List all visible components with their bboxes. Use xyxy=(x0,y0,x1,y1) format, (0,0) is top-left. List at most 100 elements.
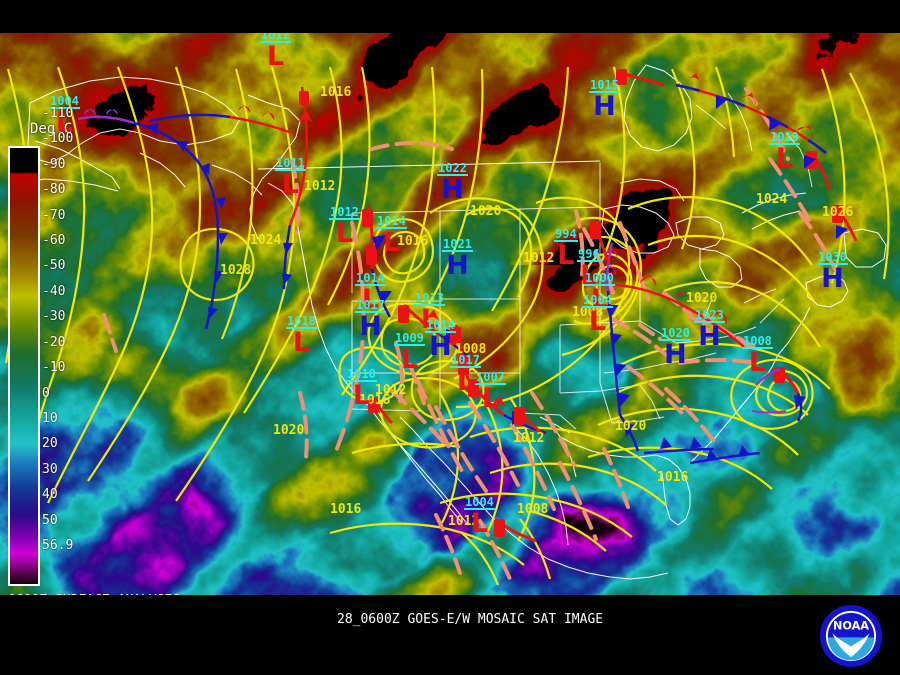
footer-satellite-source: 28_0600Z GOES-E/W MOSAIC SAT IMAGE xyxy=(337,612,604,627)
low-symbol: L xyxy=(748,347,767,378)
pressure-value: 1004 xyxy=(464,495,495,510)
low-symbol: L xyxy=(266,41,285,72)
low-symbol: L xyxy=(335,218,354,249)
high-pressure-center: 1021 H xyxy=(442,235,473,279)
high-symbol: H xyxy=(821,263,844,294)
noaa-logo: NOAA xyxy=(819,604,883,668)
high-symbol: H xyxy=(698,321,721,352)
low-pressure-center: 1007 L xyxy=(475,368,506,412)
pressure-value: 1020 xyxy=(660,326,691,341)
pressure-value: 1012 xyxy=(260,33,291,43)
low-symbol: L xyxy=(281,169,300,200)
low-symbol: L xyxy=(352,380,371,411)
high-symbol: H xyxy=(441,174,464,205)
pressure-value: 1004 xyxy=(582,293,613,308)
low-pressure-center: 1012 L xyxy=(329,203,360,247)
low-pressure-center: 1019 L xyxy=(769,128,800,172)
low-symbol: L xyxy=(292,327,311,358)
isobar-label: 1016 xyxy=(320,85,352,100)
low-pressure-center: 1013 L xyxy=(414,289,445,333)
isobar-label: 1016 xyxy=(330,502,362,517)
low-symbol: L xyxy=(400,344,419,375)
svg-text:NOAA: NOAA xyxy=(833,619,869,632)
isobar-label: 1026 xyxy=(822,205,854,220)
isobar-label: 1016 xyxy=(397,234,429,249)
isobar-label: 1008 xyxy=(572,305,604,320)
low-symbol: L xyxy=(588,306,607,337)
pressure-value: 994 xyxy=(554,227,578,242)
isobar-label: 1008 xyxy=(517,502,549,517)
product-footer xyxy=(0,595,900,675)
colorbar-tick: 10 xyxy=(42,410,58,426)
pressure-value: 1007 xyxy=(475,370,506,385)
low-symbol: L xyxy=(361,284,380,315)
isobar-label: 1028 xyxy=(220,263,252,278)
low-symbol: L xyxy=(420,304,439,335)
low-pressure-center: 1014 L xyxy=(376,212,407,256)
pressure-value: 1008 xyxy=(742,334,773,349)
high-pressure-center: 1022 H xyxy=(437,159,468,203)
low-pressure-center: 1010 L xyxy=(346,365,377,409)
low-pressure-center: 1004 L xyxy=(49,92,80,136)
colorbar-tick: -90 xyxy=(42,156,66,172)
high-pressure-center: 1015 H xyxy=(589,76,620,120)
pressure-value: 1030 xyxy=(817,250,848,265)
high-symbol: H xyxy=(446,250,469,281)
high-symbol: H xyxy=(429,331,452,362)
stationary-front-canada xyxy=(675,83,827,154)
low-symbol: L xyxy=(470,508,489,539)
isobar-label: 1020 xyxy=(470,204,502,219)
low-symbol: L xyxy=(456,366,475,397)
high-pressure-center: 1023 H xyxy=(694,306,725,350)
high-symbol: H xyxy=(359,311,382,342)
low-symbol: L xyxy=(55,107,74,138)
pressure-value: 1017 xyxy=(355,298,386,313)
isobar-label: 1020 xyxy=(615,419,647,434)
pressure-value: 1019 xyxy=(769,130,800,145)
low-symbol: L xyxy=(481,383,500,414)
colorbar-tick: 0 xyxy=(42,385,50,401)
high-symbol: H xyxy=(593,91,616,122)
high-symbol: H xyxy=(664,339,687,370)
high-pressure-center: 1014 H xyxy=(425,316,456,360)
isobar-label: 1008 xyxy=(455,342,487,357)
high-pressure-center: 1017 H xyxy=(355,296,386,340)
isobars xyxy=(4,66,890,586)
cold-front-alaska xyxy=(133,121,220,330)
pressure-value: 1014 xyxy=(355,271,386,286)
low-symbol: L xyxy=(580,260,598,291)
pressure-value: 1011 xyxy=(275,156,306,171)
pressure-value: 1018 xyxy=(286,314,317,329)
isobar-label: 1016 xyxy=(657,470,689,485)
isobar-label: 1012 xyxy=(304,179,336,194)
low-pressure-center: 1008 L xyxy=(742,332,773,376)
colorbar-tick: 56.9 xyxy=(42,538,74,553)
low-symbol: L xyxy=(382,227,401,258)
pressure-value: 1023 xyxy=(694,308,725,323)
colorbar-tick: -40 xyxy=(42,283,66,299)
pressure-value: 1004 xyxy=(49,94,80,109)
high-pressure-center: 1030 H xyxy=(817,248,848,292)
pressure-value: 1017 xyxy=(450,353,481,368)
colorbar-tick: -110 xyxy=(42,106,74,121)
low-pressure-center: 996 L xyxy=(577,245,601,289)
pressure-value: 996 xyxy=(577,247,601,262)
colorbar-tick: 50 xyxy=(42,512,58,528)
low-pressure-center: 1018 L xyxy=(286,312,317,356)
isobar-label: 1016 xyxy=(359,393,391,408)
pressure-value: 1021 xyxy=(442,237,473,252)
isobar-label: 1020 xyxy=(273,423,305,438)
pressure-value: 1009 xyxy=(394,331,425,346)
low-pressure-center: 1004 L xyxy=(582,291,613,335)
isobar-label: 1012 xyxy=(375,383,407,398)
colorbar-gradient xyxy=(10,148,38,584)
colorbar-tick: 20 xyxy=(42,436,58,452)
isobar-label: 1012 xyxy=(448,514,480,529)
colorbar-tick: 40 xyxy=(42,487,58,503)
low-pressure-center: 1017 L xyxy=(450,351,481,395)
pressure-value: 1010 xyxy=(346,367,377,382)
pressure-value: 1014 xyxy=(425,318,456,333)
colorbar-tick: -30 xyxy=(42,309,66,325)
isobar-label: 1012 xyxy=(513,431,545,446)
low-pressure-center: 1004 L xyxy=(464,493,495,537)
